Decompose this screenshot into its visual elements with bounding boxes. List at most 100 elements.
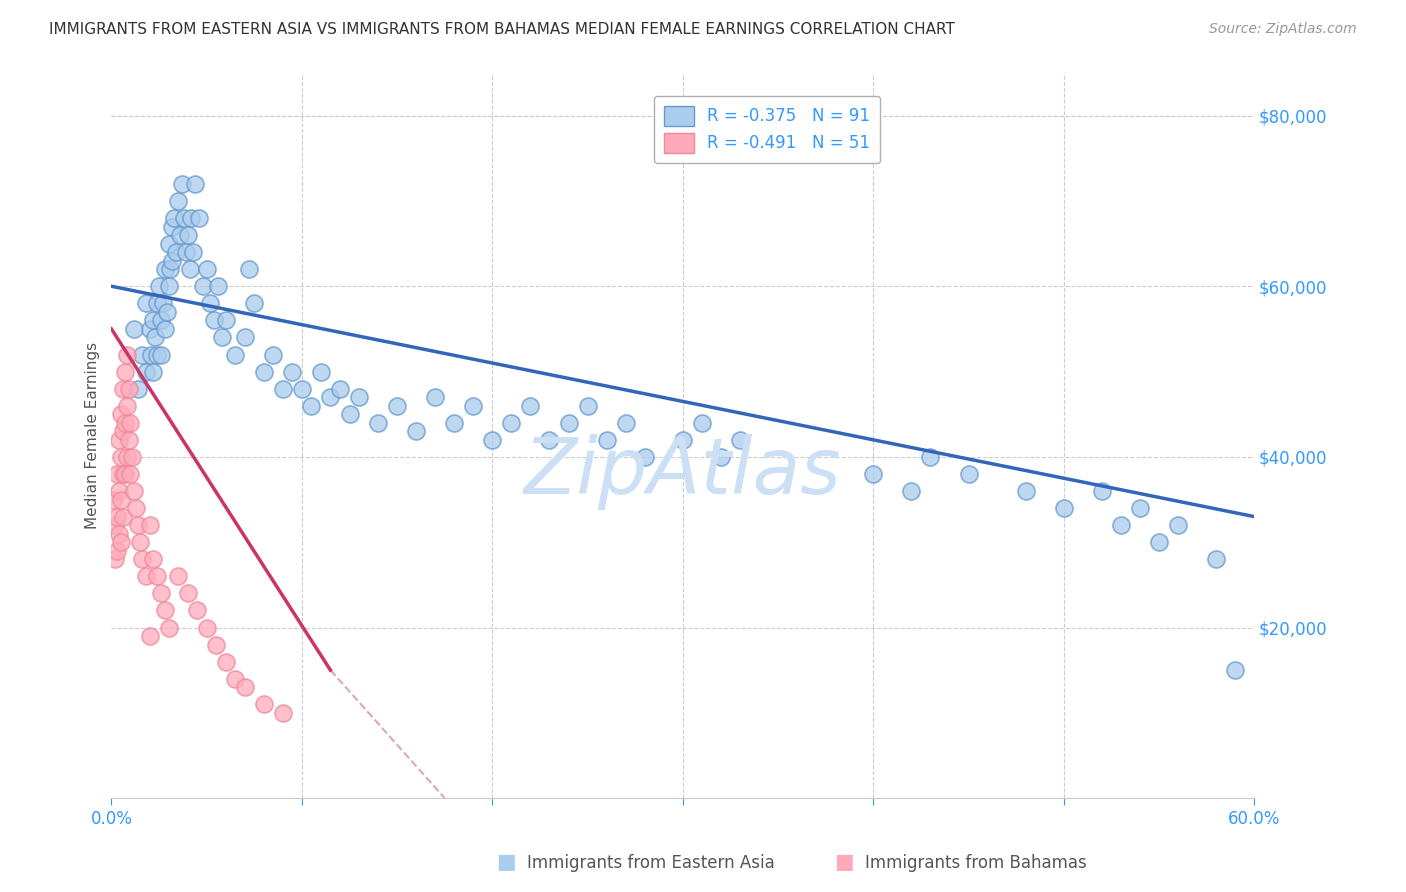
Point: [110, 492, 132, 507]
Point: [159, 262, 181, 277]
Point: [165, 245, 187, 260]
Point: [103, 492, 125, 507]
Point: [131, 552, 153, 566]
Point: [115, 450, 138, 464]
Point: [253, 698, 276, 712]
Point: [900, 483, 922, 498]
Point: [224, 672, 246, 686]
Point: [157, 236, 180, 251]
Point: [115, 347, 138, 361]
Point: [215, 313, 238, 327]
Point: [135, 296, 157, 310]
Point: [108, 526, 131, 541]
Point: [614, 416, 637, 430]
Point: [120, 416, 142, 430]
Point: [148, 279, 170, 293]
Point: [129, 535, 152, 549]
Point: [233, 680, 256, 694]
Point: [146, 296, 169, 310]
Point: [138, 322, 160, 336]
Point: [1109, 518, 1132, 533]
Point: [262, 347, 284, 361]
Point: [179, 262, 201, 277]
Point: [281, 365, 304, 379]
Point: [205, 638, 228, 652]
Y-axis label: Median Female Earnings: Median Female Earnings: [86, 342, 100, 529]
Point: [138, 518, 160, 533]
Point: [162, 253, 184, 268]
Point: [153, 603, 176, 617]
Point: [111, 509, 134, 524]
Point: [122, 322, 145, 336]
Point: [184, 177, 207, 191]
Point: [162, 219, 184, 234]
Point: [319, 390, 342, 404]
Point: [690, 416, 713, 430]
Text: ■: ■: [496, 853, 516, 872]
Point: [104, 552, 127, 566]
Point: [156, 305, 179, 319]
Point: [253, 365, 276, 379]
Point: [367, 416, 389, 430]
Point: [120, 467, 142, 481]
Point: [188, 211, 211, 225]
Point: [142, 313, 165, 327]
Point: [169, 228, 191, 243]
Point: [157, 279, 180, 293]
Point: [117, 382, 139, 396]
Point: [347, 390, 370, 404]
Point: [195, 262, 218, 277]
Point: [117, 433, 139, 447]
Point: [121, 450, 143, 464]
Point: [115, 399, 138, 413]
Point: [557, 416, 579, 430]
Point: [672, 433, 695, 447]
Text: Immigrants from Eastern Asia: Immigrants from Eastern Asia: [527, 855, 775, 872]
Point: [111, 467, 134, 481]
Point: [224, 347, 246, 361]
Point: [200, 296, 222, 310]
Point: [634, 450, 657, 464]
Point: [405, 425, 427, 439]
Text: ■: ■: [834, 853, 853, 872]
Point: [114, 416, 136, 430]
Point: [176, 228, 198, 243]
Point: [105, 543, 128, 558]
Point: [1225, 663, 1247, 677]
Point: [108, 433, 131, 447]
Point: [1205, 552, 1227, 566]
Point: [149, 347, 172, 361]
Point: [1167, 518, 1189, 533]
Point: [385, 399, 408, 413]
Point: [167, 194, 190, 208]
Point: [180, 211, 202, 225]
Point: [149, 586, 172, 600]
Point: [104, 518, 127, 533]
Point: [463, 399, 485, 413]
Point: [920, 450, 942, 464]
Point: [131, 347, 153, 361]
Point: [957, 467, 980, 481]
Point: [329, 382, 352, 396]
Point: [141, 347, 163, 361]
Point: [202, 313, 225, 327]
Point: [291, 382, 314, 396]
Point: [425, 390, 447, 404]
Point: [173, 211, 195, 225]
Point: [110, 535, 132, 549]
Point: [215, 655, 238, 669]
Point: [153, 262, 176, 277]
Point: [519, 399, 541, 413]
Point: [146, 569, 169, 583]
Point: [149, 313, 172, 327]
Point: [243, 296, 266, 310]
Point: [114, 365, 136, 379]
Point: [186, 603, 208, 617]
Point: [299, 399, 322, 413]
Point: [125, 501, 148, 516]
Point: [710, 450, 733, 464]
Point: [163, 211, 186, 225]
Text: ZipAtlas: ZipAtlas: [524, 434, 842, 510]
Point: [105, 509, 128, 524]
Point: [153, 322, 176, 336]
